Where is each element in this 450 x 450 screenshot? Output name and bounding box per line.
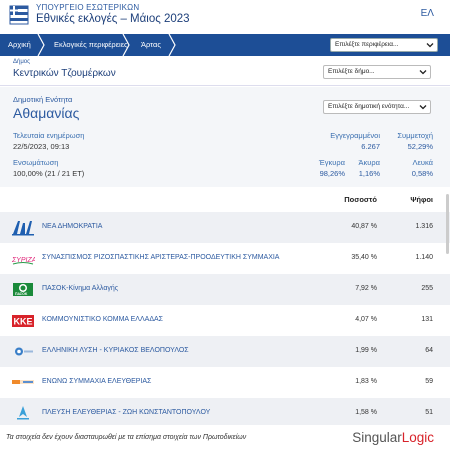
party-percent: 40,87 % (351, 223, 377, 230)
singular-logic-logo: SingularLogic (352, 430, 434, 445)
party-votes: 51 (425, 409, 433, 416)
breadcrumb: Αρχική Εκλογικές περιφέρειες Άρτας Επιλέ… (0, 34, 450, 56)
region-select-value: Επιλέξτε περιφέρεια... (335, 41, 399, 48)
table-row[interactable]: ΕΛΛΗΝΙΚΗ ΛΥΣΗ - ΚΥΡΙΑΚΟΣ ΒΕΛΟΠΟΥΛΟΣ 1,99… (0, 336, 450, 367)
blank-value: 0,58% (411, 169, 433, 178)
invalid-label: Άκυρα (358, 158, 380, 167)
breadcrumb-regions[interactable]: Εκλογικές περιφέρειες (54, 40, 128, 49)
kke-logo-icon: KKE (12, 315, 34, 327)
table-row[interactable]: ΣΥΡΙΖΑ ΣΥΝΑΣΠΙΣΜΟΣ ΡΙΖΟΣΠΑΣΤΙΚΗΣ ΑΡΙΣΤΕΡ… (0, 243, 450, 274)
brand-singular: Singular (352, 430, 402, 445)
integration-label: Ενσωμάτωση (13, 158, 59, 167)
party-name: ΚΟΜΜΟΥΝΙΣΤΙΚΟ ΚΟΜΜΑ ΕΛΛΑΔΑΣ (42, 316, 163, 323)
footer: Τα στοιχεία δεν έχουν διασταυρωθεί με τα… (0, 425, 450, 450)
svg-text:ΠΑΣΟΚ: ΠΑΣΟΚ (15, 292, 28, 296)
party-votes: 255 (421, 285, 433, 292)
party-percent: 1,83 % (355, 378, 377, 385)
party-votes: 64 (425, 347, 433, 354)
table-row[interactable]: ΠΛΕΥΣΗ ΕΛΕΥΘΕΡΙΑΣ - ΖΩΗ ΚΩΝΣΤΑΝΤΟΠΟΥΛΟΥ … (0, 398, 450, 429)
syriza-logo-icon: ΣΥΡΙΖΑ (11, 257, 35, 265)
blank-label: Λευκά (412, 158, 433, 167)
page-title: Εθνικές εκλογές – Μάιος 2023 (36, 13, 190, 25)
municipal-unit-name: Αθαμανίας (13, 105, 80, 121)
municipal-unit-select[interactable]: Επιλέξτε δημοτική ενότητα... (323, 100, 431, 114)
table-row[interactable]: ΠΑΣΟΚ ΠΑΣΟΚ-Κίνημα Αλλαγής 7,92 % 255 (0, 274, 450, 305)
municipality-name: Κεντρικών Τζουμέρκων (13, 68, 116, 79)
party-votes: 59 (425, 378, 433, 385)
municipal-unit-section: Δημοτική Ενότητα Αθαμανίας Επιλέξτε δημο… (0, 87, 450, 127)
breadcrumb-home[interactable]: Αρχική (8, 40, 31, 49)
plefsi-logo-icon (17, 406, 29, 420)
last-update-value: 22/5/2023, 09:13 (13, 142, 70, 151)
brand-logic: Logic (401, 430, 434, 445)
turnout-label: Συμμετοχή (397, 131, 433, 140)
chevron-right-icon (37, 34, 45, 56)
column-header-votes: Ψήφοι (410, 195, 433, 204)
chevron-down-icon (419, 105, 427, 110)
svg-text:ΣΥΡΙΖΑ: ΣΥΡΙΖΑ (11, 257, 35, 264)
party-name: ΠΛΕΥΣΗ ΕΛΕΥΘΕΡΙΑΣ - ΖΩΗ ΚΩΝΣΤΑΝΤΟΠΟΥΛΟΥ (42, 409, 211, 416)
party-votes: 1.140 (415, 254, 433, 261)
party-percent: 7,92 % (355, 285, 377, 292)
municipality-select[interactable]: Επιλέξτε δήμο... (323, 65, 431, 79)
valid-value: 98,26% (319, 169, 345, 178)
municipal-unit-label: Δημοτική Ενότητα (13, 95, 73, 104)
party-name: ΣΥΝΑΣΠΙΣΜΟΣ ΡΙΖΟΣΠΑΣΤΙΚΗΣ ΑΡΙΣΤΕΡΑΣ-ΠΡΟΟ… (42, 254, 280, 261)
party-votes: 131 (421, 316, 433, 323)
party-votes: 1.316 (415, 223, 433, 230)
pasok-logo-icon: ΠΑΣΟΚ (13, 283, 33, 296)
ministry-name: ΥΠΟΥΡΓΕΙΟ ΕΣΩΤΕΡΙΚΩΝ (36, 3, 140, 12)
svg-text:KKE: KKE (14, 317, 33, 327)
party-percent: 4,07 % (355, 316, 377, 323)
party-percent: 35,40 % (351, 254, 377, 261)
footer-disclaimer: Τα στοιχεία δεν έχουν διασταυρωθεί με τα… (6, 434, 247, 441)
results-table-header: Ποσοστό Ψήφοι (0, 189, 450, 211)
valid-label: Έγκυρα (318, 158, 345, 167)
column-header-percent: Ποσοστό (344, 195, 377, 204)
results-scrollbar[interactable] (446, 194, 449, 254)
breadcrumb-region-arta[interactable]: Άρτας (141, 40, 161, 49)
registered-value: 6.267 (361, 142, 380, 151)
elliniki-lysi-logo-icon (15, 347, 33, 356)
turnout-value: 52,29% (407, 142, 433, 151)
party-name: ΕΛΛΗΝΙΚΗ ΛΥΣΗ - ΚΥΡΙΑΚΟΣ ΒΕΛΟΠΟΥΛΟΣ (42, 347, 189, 354)
municipality-select-value: Επιλέξτε δήμο... (328, 68, 375, 75)
language-switch[interactable]: ΕΛ (420, 8, 434, 19)
results-summary: Τελευταία ενημέρωση 22/5/2023, 09:13 Ενσ… (0, 127, 450, 187)
municipality-label: Δήμος (13, 59, 31, 65)
chevron-right-icon (168, 34, 176, 56)
region-select[interactable]: Επιλέξτε περιφέρεια... (330, 38, 438, 52)
table-row[interactable]: KKE ΚΟΜΜΟΥΝΙΣΤΙΚΟ ΚΟΜΜΑ ΕΛΛΑΔΑΣ 4,07 % 1… (0, 305, 450, 336)
chevron-down-icon (426, 43, 434, 48)
integration-value: 100,00% (21 / 21 ΕΤ) (13, 169, 85, 178)
ministry-emblem-icon (9, 5, 29, 25)
chevron-down-icon (419, 70, 427, 75)
last-update-label: Τελευταία ενημέρωση (13, 131, 85, 140)
party-name: ΠΑΣΟΚ-Κίνημα Αλλαγής (42, 285, 119, 292)
registered-label: Εγγεγραμμένοι (330, 131, 380, 140)
table-row[interactable]: ΝΕΑ ΔΗΜΟΚΡΑΤΙΑ 40,87 % 1.316 (0, 212, 450, 243)
table-row[interactable]: ΕΝΩΝΩ ΣΥΜΜΑΧΙΑ ΕΛΕΥΘΕΡΙΑΣ 1,83 % 59 (0, 367, 450, 398)
party-percent: 1,99 % (355, 347, 377, 354)
invalid-value: 1,16% (358, 169, 380, 178)
chevron-right-icon (122, 34, 130, 56)
nd-logo-icon (12, 221, 34, 236)
party-percent: 1,58 % (355, 409, 377, 416)
enono-logo-icon (12, 380, 34, 384)
municipality-section: Δήμος Κεντρικών Τζουμέρκων Επιλέξτε δήμο… (0, 56, 450, 86)
header: ΥΠΟΥΡΓΕΙΟ ΕΣΩΤΕΡΙΚΩΝ Εθνικές εκλογές – Μ… (0, 0, 450, 34)
party-name: ΕΝΩΝΩ ΣΥΜΜΑΧΙΑ ΕΛΕΥΘΕΡΙΑΣ (42, 378, 152, 385)
municipal-unit-select-value: Επιλέξτε δημοτική ενότητα... (328, 103, 410, 110)
party-name: ΝΕΑ ΔΗΜΟΚΡΑΤΙΑ (42, 223, 103, 230)
